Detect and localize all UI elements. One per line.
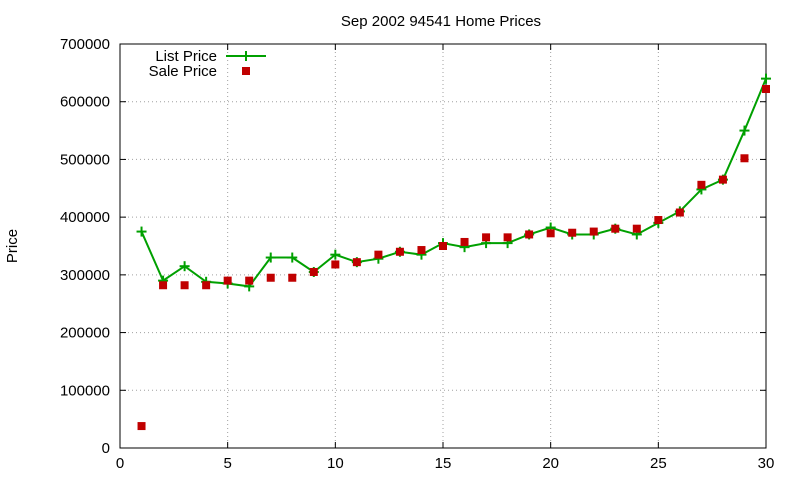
sale-price-point [525, 230, 534, 239]
list-price-line [140, 78, 767, 288]
sale-price-point [331, 260, 340, 269]
legend: List Price Sale Price [149, 48, 266, 80]
list-price-point [330, 249, 341, 260]
sale-price-point [632, 224, 641, 233]
sale-price-point [159, 281, 168, 290]
sale-price-point [482, 233, 491, 242]
sale-price-point [568, 228, 577, 237]
sale-price-point [546, 229, 555, 238]
list-price-point [761, 73, 771, 84]
y-axis-label: Price [4, 229, 21, 263]
sale-price-point [202, 281, 211, 290]
x-tick-label: 5 [223, 455, 231, 472]
x-tick-label: 0 [116, 455, 124, 472]
chart-title: Sep 2002 94541 Home Prices [341, 13, 541, 30]
sale-price-point [417, 246, 426, 255]
sale-price-point [352, 258, 361, 267]
sale-price-point [288, 273, 297, 282]
sale-price-point [697, 180, 706, 189]
y-tick-label: 500000 [60, 151, 110, 168]
y-tick-label: 200000 [60, 325, 110, 342]
x-tick-label: 20 [542, 455, 559, 472]
grid-lines [120, 44, 766, 448]
y-tick-label: 0 [102, 440, 110, 457]
legend-marker-list-price [241, 51, 251, 61]
sale-price-point [460, 237, 469, 246]
list-price-point [136, 226, 147, 237]
list-price-point [265, 252, 276, 263]
y-tick-label: 300000 [60, 267, 110, 284]
x-tick-label: 15 [435, 455, 452, 472]
sale-price-point [180, 281, 189, 290]
plot-frame [119, 43, 767, 449]
sale-price-point [266, 273, 275, 282]
list-price-point [287, 252, 298, 263]
sale-price-point [395, 247, 404, 256]
x-tick-label: 10 [327, 455, 344, 472]
legend-label-sale-price: Sale Price [149, 63, 217, 80]
legend-marker-sale-price [242, 67, 250, 75]
tick-labels: 0 5 10 15 20 25 30 0 100000 200000 300000 400000 500… [60, 36, 774, 472]
sale-price-point [503, 233, 512, 242]
sale-price-point [675, 208, 684, 217]
x-tick-label: 30 [758, 455, 775, 472]
sale-price-point [223, 276, 232, 285]
list-price-point [739, 125, 750, 136]
y-tick-label: 700000 [60, 36, 110, 53]
sale-price-point [309, 267, 318, 276]
x-tick-label: 25 [650, 455, 667, 472]
sale-price-point [654, 216, 663, 225]
sale-price-point [439, 242, 447, 250]
legend-label-list-price: List Price [155, 48, 217, 65]
sale-price-point [611, 224, 620, 233]
y-tick-label: 100000 [60, 382, 110, 399]
y-tick-label: 400000 [60, 209, 110, 226]
y-tick-label: 600000 [60, 94, 110, 111]
series-layer [136, 73, 771, 431]
sale-price-point [589, 227, 598, 236]
list-price-point [179, 261, 190, 272]
sale-price-point [245, 276, 254, 285]
sale-price-point [740, 154, 749, 163]
sale-price-point [137, 422, 146, 431]
sale-price-point [762, 85, 770, 94]
sale-price-point [374, 250, 383, 259]
sale-price-point [718, 175, 727, 184]
